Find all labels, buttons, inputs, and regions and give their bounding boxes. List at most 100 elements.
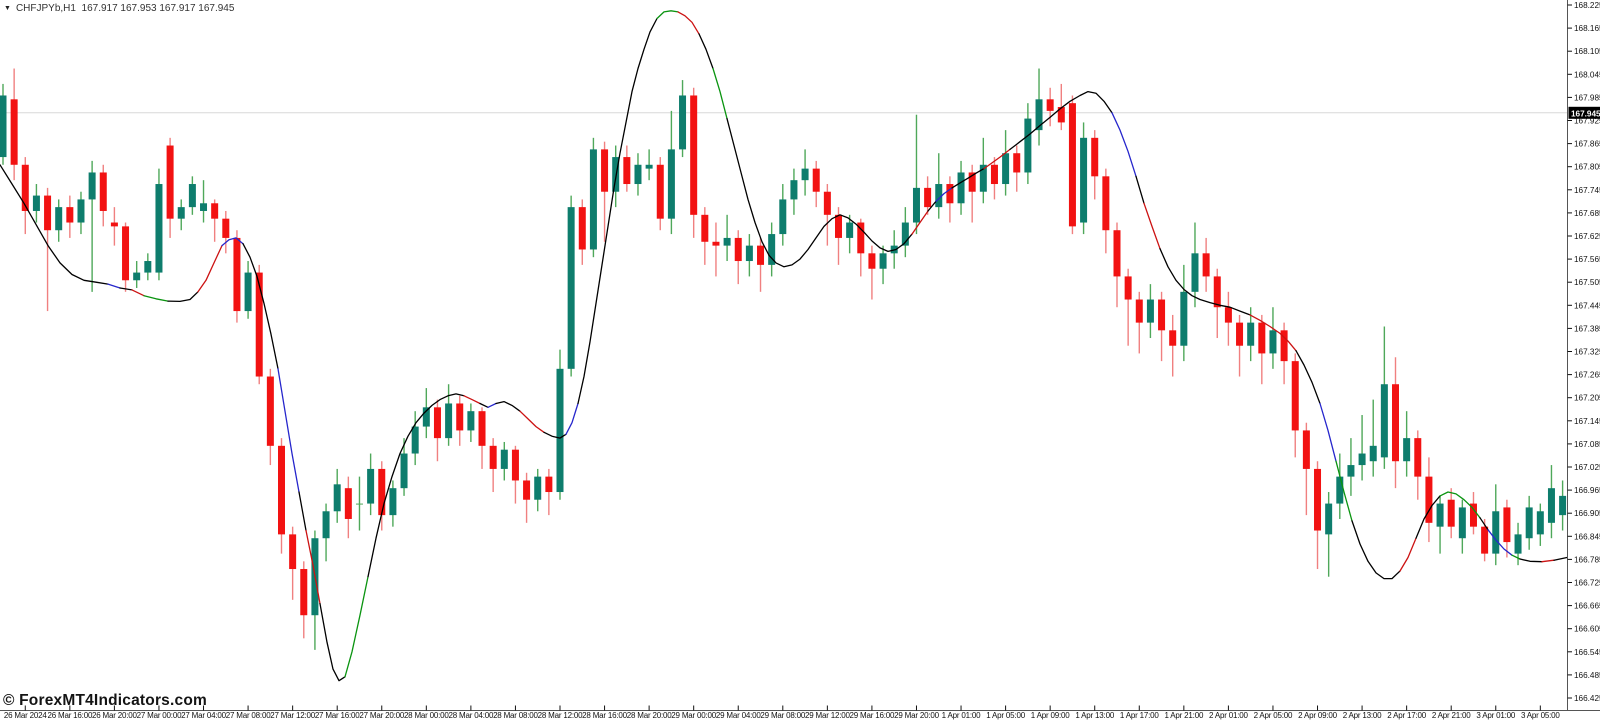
ma-line-segment: [565, 402, 579, 435]
ma-line-segment: [1479, 517, 1489, 531]
symbol-dropdown-icon: ▼: [4, 5, 11, 12]
candle-body: [166, 145, 174, 219]
price-axis-label: 167.085: [1574, 440, 1600, 449]
time-axis-label: 27 Mar 08:00: [226, 711, 271, 720]
candle-body: [188, 184, 196, 208]
candle-body: [1369, 445, 1377, 462]
candle-body: [812, 168, 820, 192]
candlesticks: [0, 68, 1567, 650]
price-axis-label: 167.985: [1574, 93, 1600, 102]
candle-body: [1213, 276, 1221, 308]
time-axis-label: 27 Mar 04:00: [181, 711, 226, 720]
ma-line-segment: [107, 283, 121, 289]
candle-body: [66, 207, 74, 223]
price-axis-label: 167.685: [1574, 209, 1600, 218]
candle-body: [0, 95, 7, 158]
candle-body: [1013, 153, 1021, 173]
candle-body: [745, 245, 753, 262]
ma-line-segment: [1143, 202, 1161, 250]
ma-line-segment: [242, 243, 279, 370]
ma-line-segment: [726, 117, 913, 268]
candle-body: [1447, 499, 1455, 527]
candle-body: [200, 203, 208, 211]
time-axis-label: 27 Mar 16:00: [315, 711, 360, 720]
candle-body: [835, 214, 842, 238]
candle-body: [645, 164, 653, 169]
time-axis-label: 28 Mar 00:00: [404, 711, 449, 720]
candle-body: [1291, 361, 1299, 431]
ma-line-segment: [1541, 559, 1555, 563]
time-axis[interactable]: 26 Mar 2024 26 Mar 16:00 26 Mar 20:00 27 Ma…: [4, 705, 1561, 721]
candle-body: [445, 403, 453, 439]
ma-line-segment: [1295, 350, 1321, 405]
price-axis-label: 166.605: [1574, 625, 1600, 634]
candle-body: [1135, 299, 1143, 323]
candle-body: [712, 241, 720, 246]
ma-line-segment: [1511, 554, 1521, 560]
candle-body: [1202, 253, 1210, 277]
current-price-marker: 167.945: [1568, 106, 1600, 119]
ma-line-segment: [983, 148, 1011, 170]
ma-line-segment: [344, 576, 369, 678]
candle-body: [968, 172, 976, 192]
ma-line-segment: [656, 10, 679, 20]
price-axis-label: 167.385: [1574, 324, 1600, 333]
ma-line-segment: [319, 603, 346, 682]
ma-line-segment: [1159, 248, 1251, 316]
candle-body: [901, 222, 909, 246]
ma-line-segment: [1009, 90, 1113, 151]
price-axis-label: 167.565: [1574, 255, 1600, 264]
price-axis-label: 166.785: [1574, 555, 1600, 564]
ma-line-segment: [1335, 460, 1353, 522]
time-axis-label: 1 Apr 21:00: [1164, 711, 1203, 720]
price-axis-label: 166.905: [1574, 509, 1600, 518]
ma-line-segment: [479, 402, 489, 408]
candle-body: [779, 199, 787, 235]
candle-body: [1258, 322, 1266, 354]
candle-body: [1403, 438, 1411, 462]
candle-body: [1336, 476, 1344, 504]
candle-body: [1414, 438, 1422, 477]
ma-line-segment: [298, 491, 307, 532]
candle-body: [935, 184, 943, 208]
candle-body: [244, 272, 252, 312]
candle-body: [10, 99, 18, 165]
candle-body: [868, 253, 876, 269]
ma-line-segment: [712, 67, 728, 120]
candle-body: [322, 511, 330, 539]
time-axis-label: 29 Mar 20:00: [894, 711, 939, 720]
candle-body: [1247, 322, 1255, 346]
candle-body: [1503, 507, 1511, 543]
time-axis-label: 28 Mar 20:00: [627, 711, 672, 720]
price-axis-label: 167.265: [1574, 371, 1600, 380]
candle-body: [545, 476, 553, 493]
candle-body: [567, 207, 575, 369]
price-axis-label: 167.505: [1574, 278, 1600, 287]
candle-body: [1458, 507, 1466, 539]
candle-body: [857, 222, 865, 254]
time-axis-label: 27 Mar 20:00: [359, 711, 404, 720]
ma-line-segment: [577, 17, 658, 405]
candle-body: [456, 403, 464, 431]
candle-body: [211, 203, 219, 219]
ma-line-segment: [1487, 529, 1513, 556]
ma-line-segment: [911, 210, 929, 235]
price-axis-label: 166.725: [1574, 579, 1600, 588]
candle-body: [1113, 230, 1121, 277]
price-axis-label: 167.205: [1574, 394, 1600, 403]
candle-body: [289, 534, 297, 570]
candle-body: [355, 503, 363, 505]
price-axis-label: 168.165: [1574, 24, 1600, 33]
candle-body: [1302, 430, 1310, 469]
candle-body: [1358, 453, 1366, 466]
ma-line-segment: [143, 295, 169, 302]
time-axis-label: 26 Mar 20:00: [92, 711, 137, 720]
price-axis[interactable]: 168.225 168.165 168.105 168.045 167.985 167.9…: [1567, 1, 1600, 703]
candle-body: [110, 222, 118, 227]
time-axis-label: 29 Mar 16:00: [850, 711, 895, 720]
ma-line-segment: [1111, 112, 1137, 177]
ma-line-segment: [543, 431, 567, 439]
candle-body: [589, 149, 597, 250]
